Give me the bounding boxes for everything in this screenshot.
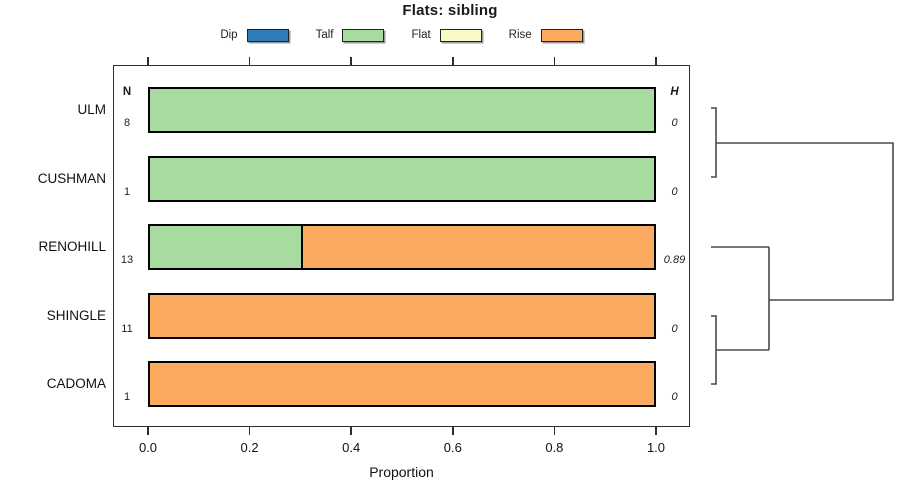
h-value: 0 [671,391,678,403]
x-tick-bottom [350,427,352,435]
legend-item: Rise [508,28,583,42]
plot-area [113,65,690,427]
legend-label: Rise [508,29,532,41]
legend-item: Talf [315,28,385,42]
row-label: RENOHILL [38,239,106,254]
legend-color-swatch [540,28,583,42]
bar-segment-rise [301,226,654,268]
bar [148,361,656,407]
row-label: CUSHMAN [37,170,106,186]
legend-color-swatch [439,28,482,42]
n-value: 11 [121,322,133,335]
x-tick-label: 0.2 [240,440,259,455]
row-label: CADOMA [46,376,106,391]
legend-label: Flat [411,29,431,41]
x-tick-label: 1.0 [646,440,666,455]
n-value: 13 [120,254,134,266]
n-value: 1 [123,185,131,198]
x-tick-label: 0.4 [342,440,361,455]
bar [148,87,656,133]
x-tick-top [452,57,454,65]
chart-title: Flats: sibling [402,2,498,19]
n-value: 8 [123,117,131,129]
legend-label: Talf [315,29,334,41]
x-tick-top [147,57,149,65]
bar-segment-rise [150,294,654,337]
h-value: 0 [671,322,678,335]
bar-segment-talf [150,157,654,200]
legend-label: Dip [220,29,238,41]
h-value: 0.89 [663,254,686,266]
dendrogram-branch-shingle-cadoma [711,315,769,385]
x-tick-label: 0.8 [545,440,564,455]
legend-color-swatch [246,28,289,42]
row-label: SHINGLE [46,307,106,323]
x-tick-top [553,57,556,65]
x-tick-label: 0.0 [138,440,158,455]
bar [148,155,656,202]
bar-segment-talf [150,89,654,131]
x-tick-bottom [452,427,454,435]
dendrogram-branch-root [716,142,894,301]
h-value: 0 [671,185,678,198]
bar [148,224,656,270]
legend-color-swatch [342,28,385,42]
x-tick-top [655,57,657,65]
n-column-header: N [122,86,132,98]
bar-segment-rise [150,363,654,405]
x-tick-top [350,57,352,65]
bar [148,292,656,339]
n-value: 1 [123,391,131,403]
legend: Dip Talf Flat Rise [113,26,690,44]
x-tick-bottom [147,427,149,435]
dendrogram-branch-renohill-join [711,246,770,350]
x-tick-bottom [553,427,556,435]
x-tick-top [248,57,251,65]
h-column-header: H [670,86,679,98]
x-tick-bottom [655,427,657,435]
legend-item: Flat [411,28,482,42]
x-tick-label: 0.6 [443,440,462,455]
bar-segment-talf [150,226,302,268]
h-value: 0 [671,117,678,129]
legend-item: Dip [220,28,289,42]
x-axis-title: Proportion [369,464,434,480]
dendrogram-branch-ulm-cushman [711,107,717,178]
row-label: ULM [77,102,106,117]
x-tick-bottom [248,427,251,435]
